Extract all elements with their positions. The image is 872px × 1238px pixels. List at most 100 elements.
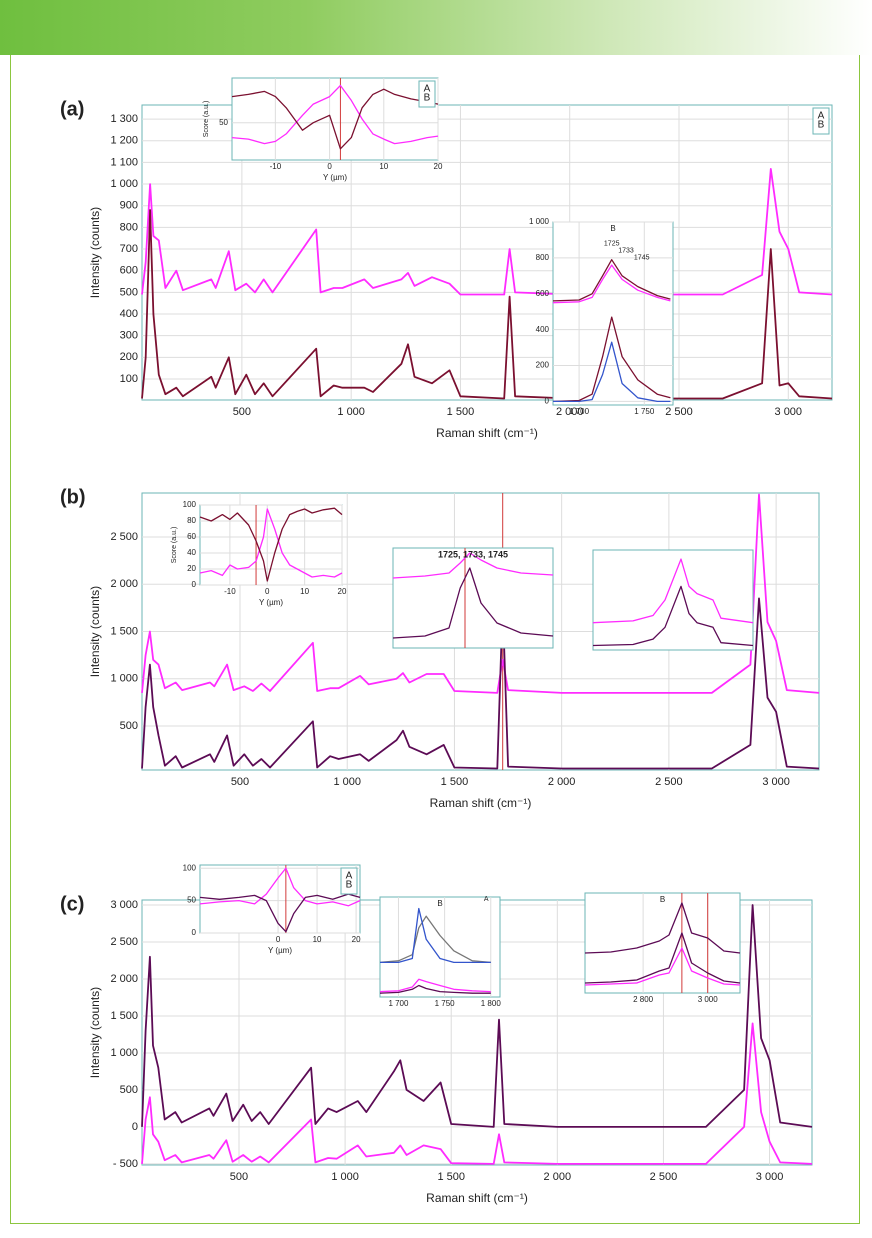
y-tick-label: 2 500 — [110, 531, 138, 543]
spectrum-line — [141, 1022, 813, 1165]
x-tick-label: 3 000 — [762, 776, 790, 788]
y-axis-label: Intensity (counts) — [88, 207, 102, 298]
y-tick-label: 40 — [187, 548, 196, 557]
y-tick-label: 1 000 — [110, 1047, 138, 1059]
panel-label: (b) — [60, 486, 86, 508]
spectrum-line — [231, 88, 439, 150]
x-tick-label: 500 — [230, 1171, 248, 1183]
x-tick-label: 10 — [313, 935, 322, 944]
x-tick-label: 2 000 — [544, 1171, 572, 1183]
x-tick-label: 1 000 — [331, 1171, 359, 1183]
annotation: 1725 — [604, 240, 620, 247]
spectrum-line — [552, 316, 671, 403]
spectrum-line — [379, 978, 491, 993]
y-tick-label: 80 — [187, 516, 196, 525]
y-tick-label: 0 — [192, 580, 197, 589]
spectrum-line — [379, 984, 491, 994]
x-axis-label: Raman shift (cm⁻¹) — [436, 426, 538, 440]
legend-label: B — [424, 93, 431, 104]
y-axis-label: Score (a.u.) — [203, 101, 210, 138]
x-axis-label: Y (µm) — [259, 598, 283, 607]
legend-label: B — [818, 120, 825, 131]
y-tick-label: 100 — [183, 863, 197, 872]
y-tick-label: 50 — [187, 896, 196, 905]
y-tick-label: 1 500 — [110, 1010, 138, 1022]
x-tick-label: 1 750 — [435, 999, 456, 1008]
spectrum-line — [199, 893, 361, 933]
y-tick-label: 900 — [120, 200, 138, 212]
spectrum-line — [552, 264, 671, 304]
spectrum-line — [199, 867, 361, 907]
x-tick-label: 0 — [265, 587, 270, 596]
spectrum-line — [584, 947, 741, 986]
spectrum-line — [392, 552, 554, 579]
figure-frame — [10, 55, 860, 1224]
y-tick-label: 800 — [120, 221, 138, 233]
spectrum-line — [199, 507, 343, 582]
y-axis-label: Intensity (counts) — [88, 987, 102, 1078]
x-tick-label: 1 500 — [441, 776, 469, 788]
y-axis-label: Intensity (counts) — [88, 586, 102, 677]
y-tick-label: 1 200 — [110, 135, 138, 147]
plot-area — [379, 896, 501, 998]
x-tick-label: 1 500 — [447, 406, 475, 418]
y-axis-label: Score (a.u.) — [171, 527, 178, 564]
plot-area — [552, 221, 674, 406]
x-tick-label: 3 000 — [775, 406, 803, 418]
inset-title: B — [660, 895, 665, 904]
y-tick-label: 1 000 — [110, 178, 138, 190]
x-tick-label: 10 — [300, 587, 309, 596]
y-tick-label: 1 100 — [110, 156, 138, 168]
x-tick-label: 1 700 — [388, 999, 409, 1008]
y-tick-label: 1 000 — [529, 217, 550, 226]
y-tick-label: 50 — [219, 118, 228, 127]
x-tick-label: 500 — [233, 406, 251, 418]
y-tick-label: 0 — [192, 928, 197, 937]
y-tick-label: 200 — [120, 351, 138, 363]
y-tick-label: 800 — [536, 253, 550, 262]
legend-box — [340, 867, 358, 895]
x-tick-label: 500 — [231, 776, 249, 788]
x-tick-label: 1 000 — [333, 776, 361, 788]
plot-area — [392, 547, 554, 649]
spectrum-line — [553, 341, 671, 403]
inset-title: B — [610, 224, 615, 233]
y-tick-label: 400 — [536, 325, 550, 334]
spectrum-line — [380, 907, 491, 964]
x-axis-label: Y (µm) — [268, 946, 292, 955]
y-tick-label: 60 — [187, 532, 196, 541]
y-tick-label: 400 — [120, 308, 138, 320]
x-tick-label: 2 800 — [633, 995, 654, 1004]
y-tick-label: 300 — [120, 330, 138, 342]
y-tick-label: 3 000 — [110, 899, 138, 911]
y-tick-label: 600 — [536, 289, 550, 298]
x-tick-label: 1 800 — [481, 999, 502, 1008]
y-tick-label: 100 — [120, 373, 138, 385]
panel-label: (c) — [60, 893, 84, 915]
legend-box — [418, 80, 436, 108]
spectrum-line — [552, 259, 671, 302]
x-tick-label: 3 000 — [698, 995, 719, 1004]
header-bar — [0, 0, 872, 55]
annotation: 1733 — [618, 248, 634, 255]
y-tick-label: 2 000 — [110, 973, 138, 985]
plot-area — [592, 549, 754, 651]
x-axis-label: Raman shift (cm⁻¹) — [426, 1191, 528, 1205]
y-tick-label: 100 — [183, 500, 197, 509]
spectrum-line — [392, 567, 554, 639]
legend-label: A — [424, 84, 431, 95]
x-tick-label: 2 000 — [548, 776, 576, 788]
spectrum-line — [584, 932, 741, 984]
spectrum-line — [231, 84, 439, 145]
x-axis-label: Y (µm) — [323, 173, 347, 182]
legend-label: A — [818, 111, 825, 122]
x-tick-label: -10 — [270, 162, 282, 171]
spectrum-line — [141, 597, 820, 770]
spectrum-line — [584, 902, 741, 954]
x-tick-label: 2 500 — [665, 406, 693, 418]
legend-label: A — [346, 871, 353, 882]
y-tick-label: - 500 — [113, 1158, 138, 1170]
y-tick-label: 1 500 — [110, 625, 138, 637]
x-tick-label: 20 — [434, 162, 443, 171]
